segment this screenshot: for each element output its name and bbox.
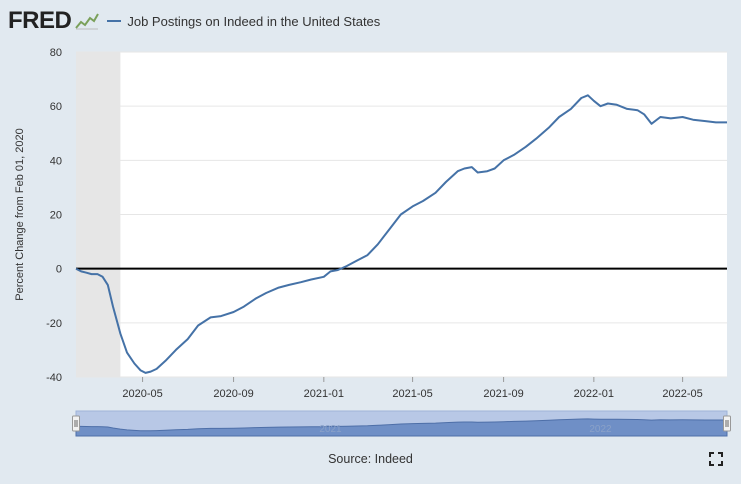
navigator-series [75, 418, 728, 437]
x-tick-label: 2022-05 [662, 388, 702, 400]
series-line [75, 94, 727, 374]
navigator-label: 2022 [589, 424, 612, 435]
y-tick-label: -20 [46, 318, 62, 330]
x-tick-label: 2022-01 [574, 388, 614, 400]
y-tick-label: 20 [50, 210, 62, 222]
x-tick-label: 2020-05 [122, 388, 162, 400]
legend-swatch [107, 20, 122, 22]
legend-item[interactable]: Job Postings on Indeed in the United Sta… [107, 14, 380, 29]
source-note: Source: Indeed [328, 452, 413, 466]
y-tick-label: 60 [50, 101, 62, 113]
navigator-label: 2021 [319, 424, 342, 435]
fred-logo[interactable]: FRED [8, 7, 72, 34]
y-tick-label: -40 [46, 372, 62, 384]
x-tick-label: 2020-09 [213, 388, 253, 400]
navigator-handle-right[interactable] [723, 415, 731, 432]
legend-label: Job Postings on Indeed in the United Sta… [127, 13, 381, 29]
x-tick-label: 2021-09 [483, 388, 523, 400]
x-tick-label: 2021-01 [304, 388, 344, 400]
y-tick-label: 80 [50, 47, 62, 59]
fred-sparkline-icon [75, 13, 100, 30]
navigator-handle-left[interactable] [72, 415, 80, 432]
y-tick-label: 0 [56, 264, 62, 276]
chart-header: FRED Job Postings on Indeed in the Unite… [8, 6, 380, 36]
x-tick-label: 2021-05 [392, 388, 432, 400]
y-tick-label: 40 [50, 155, 62, 167]
fullscreen-icon[interactable] [708, 451, 724, 467]
y-axis-title: Percent Change from Feb 01, 2020 [14, 128, 26, 300]
